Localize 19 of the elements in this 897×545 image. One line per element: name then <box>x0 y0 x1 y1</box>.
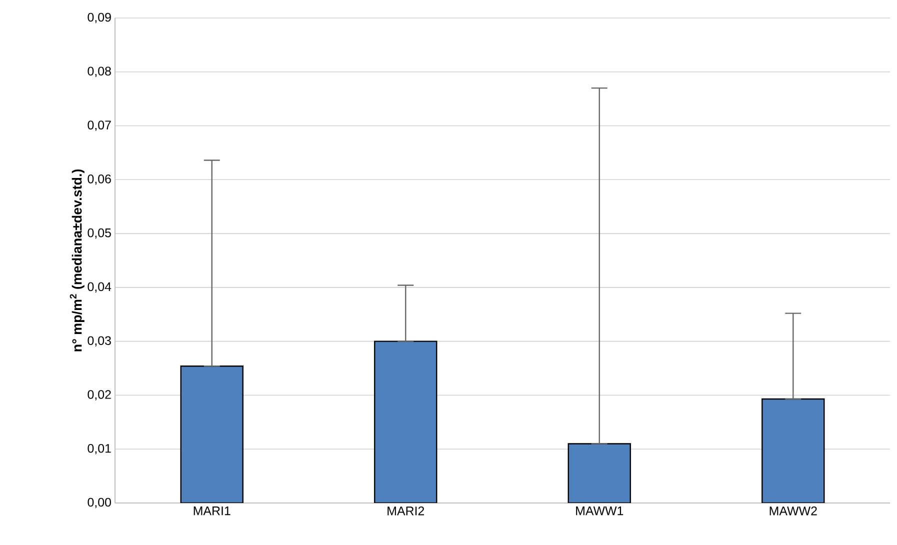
y-tick-label: 0,01 <box>88 444 111 454</box>
bar <box>568 443 631 503</box>
y-tick-label: 0,04 <box>88 282 112 293</box>
y-tick-label: 0,07 <box>88 120 111 131</box>
y-tick-label: 0,08 <box>88 66 111 78</box>
y-tick-label: 0,02 <box>88 390 111 400</box>
bar <box>180 366 244 503</box>
y-tick-label: 0,09 <box>88 12 111 24</box>
bar <box>374 340 438 503</box>
y-tick-label: 0,00 <box>88 498 111 508</box>
y-tick-label: 0,05 <box>88 228 111 239</box>
y-tick-label: 0,06 <box>88 174 111 185</box>
y-axis-title: n° mp/m$^{2}$ (mediana±dev.std.) <box>70 169 84 352</box>
x-tick-label: MAWW2 <box>770 506 817 516</box>
x-tick-label: MAWW1 <box>576 506 624 516</box>
x-tick-label: MARI2 <box>388 506 424 516</box>
x-tick-label: MARI1 <box>194 506 230 516</box>
y-tick-label: 0,03 <box>88 336 111 346</box>
bar <box>762 398 825 503</box>
